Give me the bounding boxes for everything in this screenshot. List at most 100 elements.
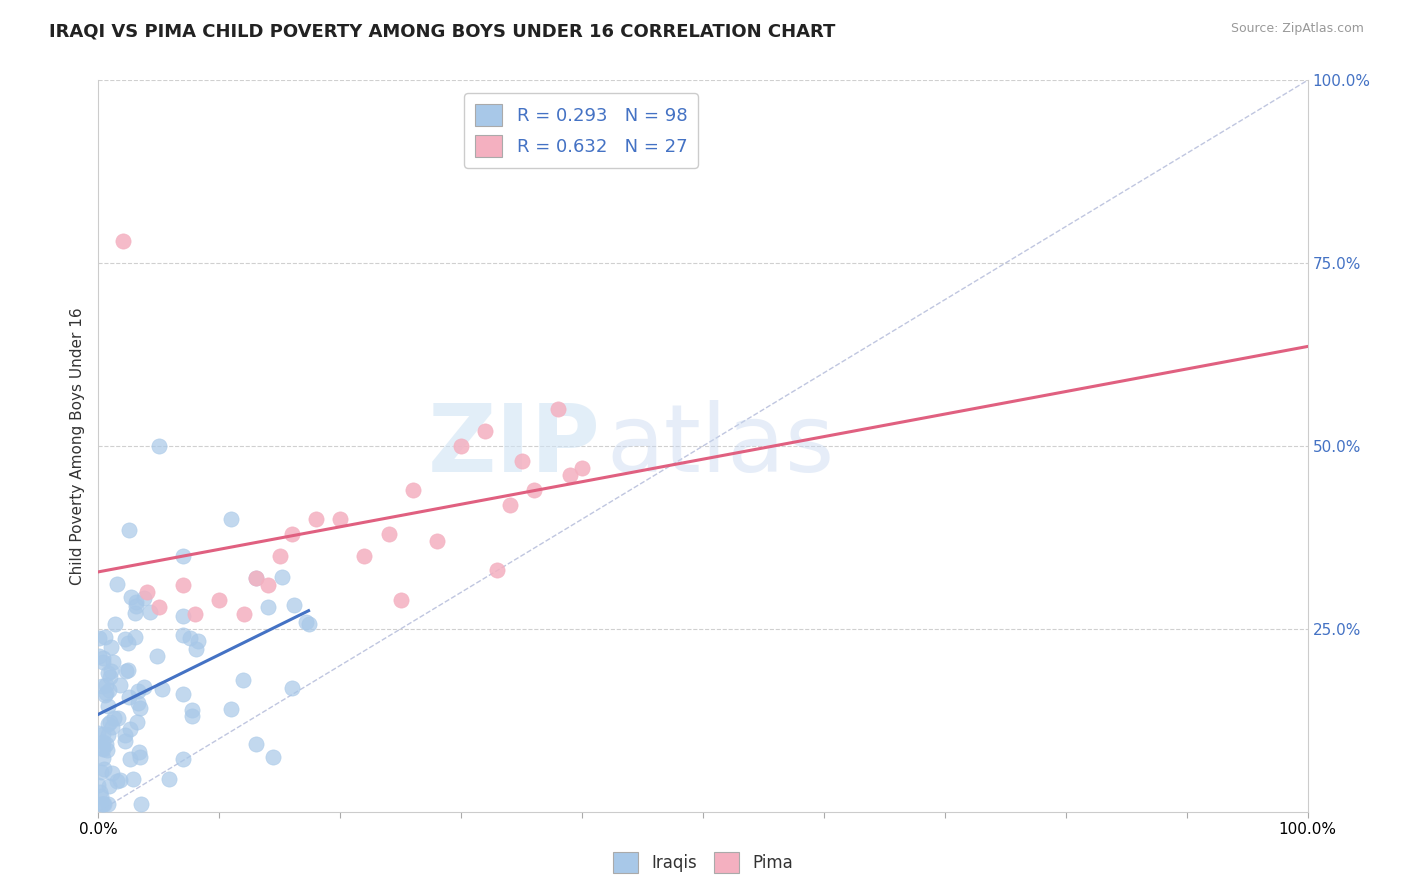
Point xyxy=(94,737,117,751)
Point xyxy=(124,606,146,620)
Point xyxy=(262,750,284,764)
Point xyxy=(571,461,593,475)
Point xyxy=(110,678,132,692)
Point xyxy=(108,772,131,787)
Point xyxy=(94,630,117,644)
Point xyxy=(90,679,112,693)
Point xyxy=(127,697,149,711)
Point xyxy=(93,655,115,669)
Point xyxy=(93,797,115,812)
Point xyxy=(157,772,180,787)
Point xyxy=(97,728,120,742)
Point xyxy=(90,789,112,804)
Point xyxy=(377,526,399,541)
Point xyxy=(450,439,472,453)
Point xyxy=(94,688,117,702)
Point xyxy=(125,595,148,609)
Text: atlas: atlas xyxy=(606,400,835,492)
Point xyxy=(93,650,115,665)
Point xyxy=(91,727,114,741)
Point xyxy=(128,745,150,759)
Legend: Iraqis, Pima: Iraqis, Pima xyxy=(606,846,800,880)
Point xyxy=(105,774,128,789)
Point xyxy=(120,591,142,605)
Point xyxy=(127,714,149,729)
Point xyxy=(94,686,117,700)
Point xyxy=(97,698,120,713)
Point xyxy=(100,714,122,729)
Point xyxy=(127,684,149,698)
Text: Source: ZipAtlas.com: Source: ZipAtlas.com xyxy=(1230,22,1364,36)
Point xyxy=(281,526,304,541)
Point xyxy=(118,690,141,704)
Point xyxy=(118,523,141,537)
Point xyxy=(150,682,173,697)
Point xyxy=(90,764,112,779)
Point xyxy=(132,680,155,694)
Point xyxy=(256,599,278,614)
Point xyxy=(281,681,304,695)
Point xyxy=(245,571,267,585)
Point xyxy=(97,779,120,793)
Point xyxy=(139,606,162,620)
Point xyxy=(98,682,121,697)
Point xyxy=(353,549,375,563)
Point xyxy=(187,634,209,648)
Text: ZIP: ZIP xyxy=(427,400,600,492)
Point xyxy=(93,762,115,776)
Point xyxy=(103,711,125,725)
Point xyxy=(97,665,120,680)
Point xyxy=(101,655,124,669)
Point xyxy=(510,453,533,467)
Point xyxy=(124,630,146,644)
Point xyxy=(129,701,152,715)
Point xyxy=(129,749,152,764)
Point xyxy=(107,577,129,591)
Point xyxy=(97,717,120,731)
Point xyxy=(558,468,581,483)
Point xyxy=(111,234,134,248)
Point xyxy=(295,615,318,629)
Point xyxy=(523,483,546,497)
Point xyxy=(101,720,124,734)
Point xyxy=(283,598,305,612)
Point xyxy=(90,741,112,756)
Point xyxy=(172,752,194,766)
Point xyxy=(107,711,129,725)
Point xyxy=(232,607,254,622)
Point xyxy=(146,649,169,664)
Point xyxy=(172,549,194,563)
Point xyxy=(91,797,114,812)
Point xyxy=(89,785,111,799)
Point xyxy=(87,726,110,740)
Point xyxy=(101,766,124,780)
Point xyxy=(91,735,114,749)
Point xyxy=(329,512,352,526)
Point xyxy=(100,665,122,679)
Point xyxy=(115,665,138,679)
Point xyxy=(114,632,136,647)
Legend: R = 0.293   N = 98, R = 0.632   N = 27: R = 0.293 N = 98, R = 0.632 N = 27 xyxy=(464,93,697,168)
Point xyxy=(120,723,142,737)
Point xyxy=(91,742,114,756)
Point xyxy=(87,778,110,792)
Point xyxy=(402,483,425,497)
Point xyxy=(117,663,139,677)
Point xyxy=(100,640,122,654)
Point xyxy=(96,743,118,757)
Point xyxy=(184,641,207,656)
Point xyxy=(148,439,170,453)
Point xyxy=(181,709,204,723)
Point xyxy=(221,512,243,526)
Point xyxy=(389,592,412,607)
Point xyxy=(124,599,146,613)
Point xyxy=(114,728,136,742)
Point xyxy=(98,670,121,684)
Point xyxy=(172,609,194,624)
Point xyxy=(172,687,194,701)
Point xyxy=(89,649,111,664)
Point xyxy=(232,673,254,687)
Point xyxy=(135,585,157,599)
Point xyxy=(297,617,319,632)
Point xyxy=(97,797,120,812)
